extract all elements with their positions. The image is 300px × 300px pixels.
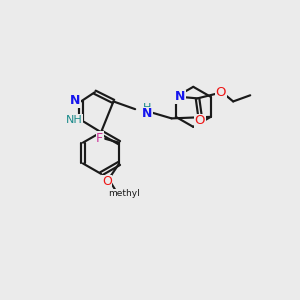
Text: O: O [215,86,226,99]
Text: N: N [175,90,185,103]
Text: F: F [96,131,103,145]
Text: NH: NH [66,115,82,125]
Text: N: N [142,107,152,120]
Text: methyl: methyl [108,189,140,198]
Text: O: O [102,176,112,188]
Text: N: N [70,94,81,107]
Text: O: O [195,114,205,127]
Text: H: H [142,103,151,113]
